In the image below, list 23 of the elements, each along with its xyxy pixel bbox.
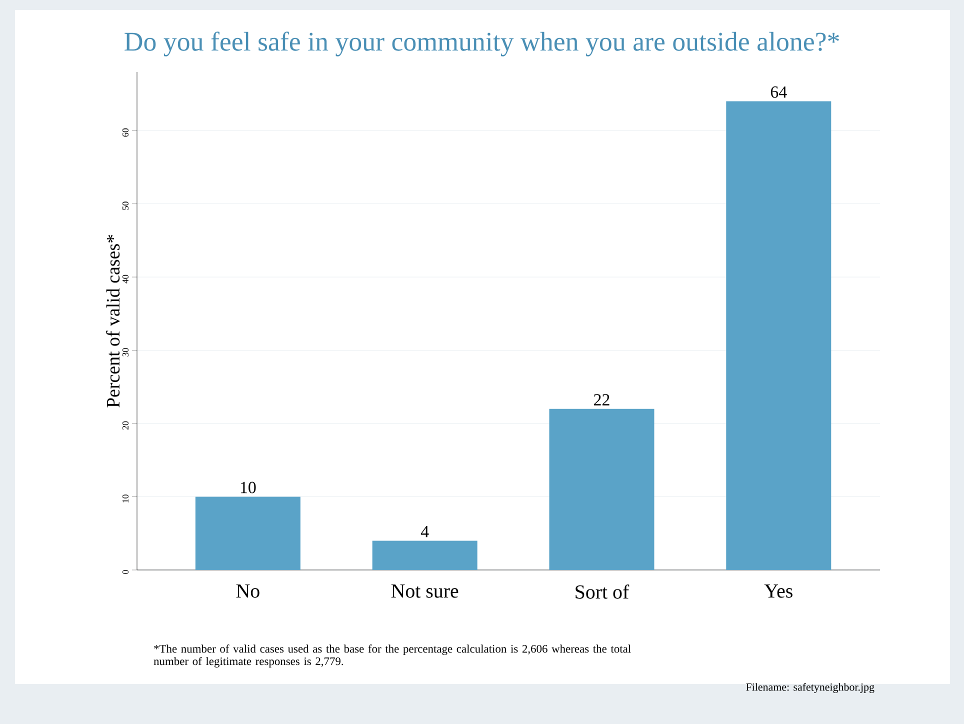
data-label: 22: [594, 394, 610, 406]
x-tick-label: Sort of: [576, 584, 630, 599]
data-label: 10: [240, 482, 256, 494]
x-tick-label: Not sure: [391, 584, 458, 598]
y-tick-label: 10: [122, 494, 128, 502]
data-label: 4: [420, 526, 429, 538]
bar: [549, 408, 654, 570]
x-tick-label: Yes: [764, 584, 792, 598]
chart-title: Do you feel safe in your community when you are outside alone?*: [124, 32, 839, 56]
x-tick-label: No: [236, 584, 260, 598]
bar: [195, 496, 300, 570]
text: Filename: safetyneighbor.jpg: [746, 682, 874, 694]
y-tick-label: 50: [122, 202, 128, 210]
y-tick-label: 20: [122, 421, 128, 430]
data-label: 64: [770, 86, 787, 98]
y-axis-title: Percent of valid cases*: [106, 234, 120, 408]
y-tick-label: 30: [122, 348, 128, 356]
y-tick-label: 40: [122, 274, 128, 284]
bar: [726, 101, 832, 570]
y-tick-label: 0: [122, 570, 128, 574]
bar: [372, 540, 478, 570]
y-tick-label: 60: [122, 128, 128, 137]
text: *The number of valid cases used as the base for the percentage calculation is 2,606 whereas the total number of legitimate responses is 2,779.: [154, 644, 631, 668]
